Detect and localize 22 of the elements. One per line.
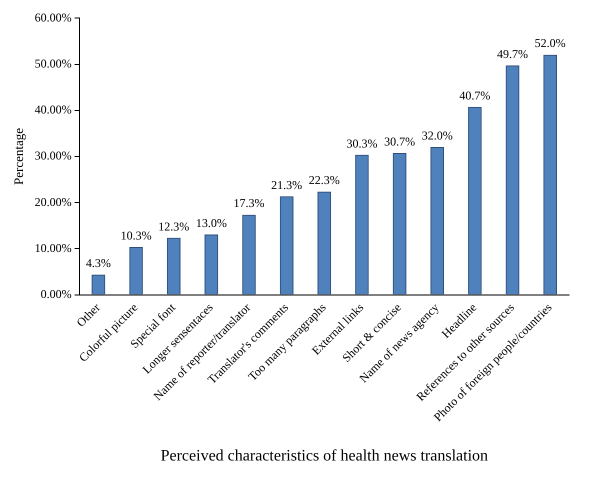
data-label: 49.7% — [497, 46, 528, 61]
data-label: 10.3% — [120, 228, 152, 242]
data-label: 40.7% — [459, 88, 490, 102]
y-tick-label: 60.00% — [34, 10, 72, 24]
data-label: 52.0% — [534, 36, 566, 50]
data-label: 13.0% — [196, 216, 227, 230]
data-label: 32.0% — [422, 128, 453, 142]
data-label: 4.3% — [86, 256, 111, 270]
data-label: 21.3% — [271, 178, 302, 192]
y-tick-label: 50.00% — [34, 56, 72, 70]
y-tick-label: 0.00% — [40, 286, 72, 301]
data-label: 30.7% — [384, 134, 416, 148]
y-tick-label: 30.00% — [34, 148, 72, 163]
x-axis-title: Perceived characteristics of health news translation — [160, 448, 488, 465]
y-tick-label: 40.00% — [34, 102, 72, 117]
y-tick-label: 10.00% — [34, 240, 72, 255]
data-label: 17.3% — [234, 196, 265, 210]
data-label: 22.3% — [308, 173, 340, 188]
y-axis-title: Percentage — [11, 128, 26, 186]
y-tick-label: 20.00% — [34, 194, 72, 209]
data-label: 12.3% — [158, 219, 190, 234]
data-label: 30.3% — [346, 136, 378, 150]
